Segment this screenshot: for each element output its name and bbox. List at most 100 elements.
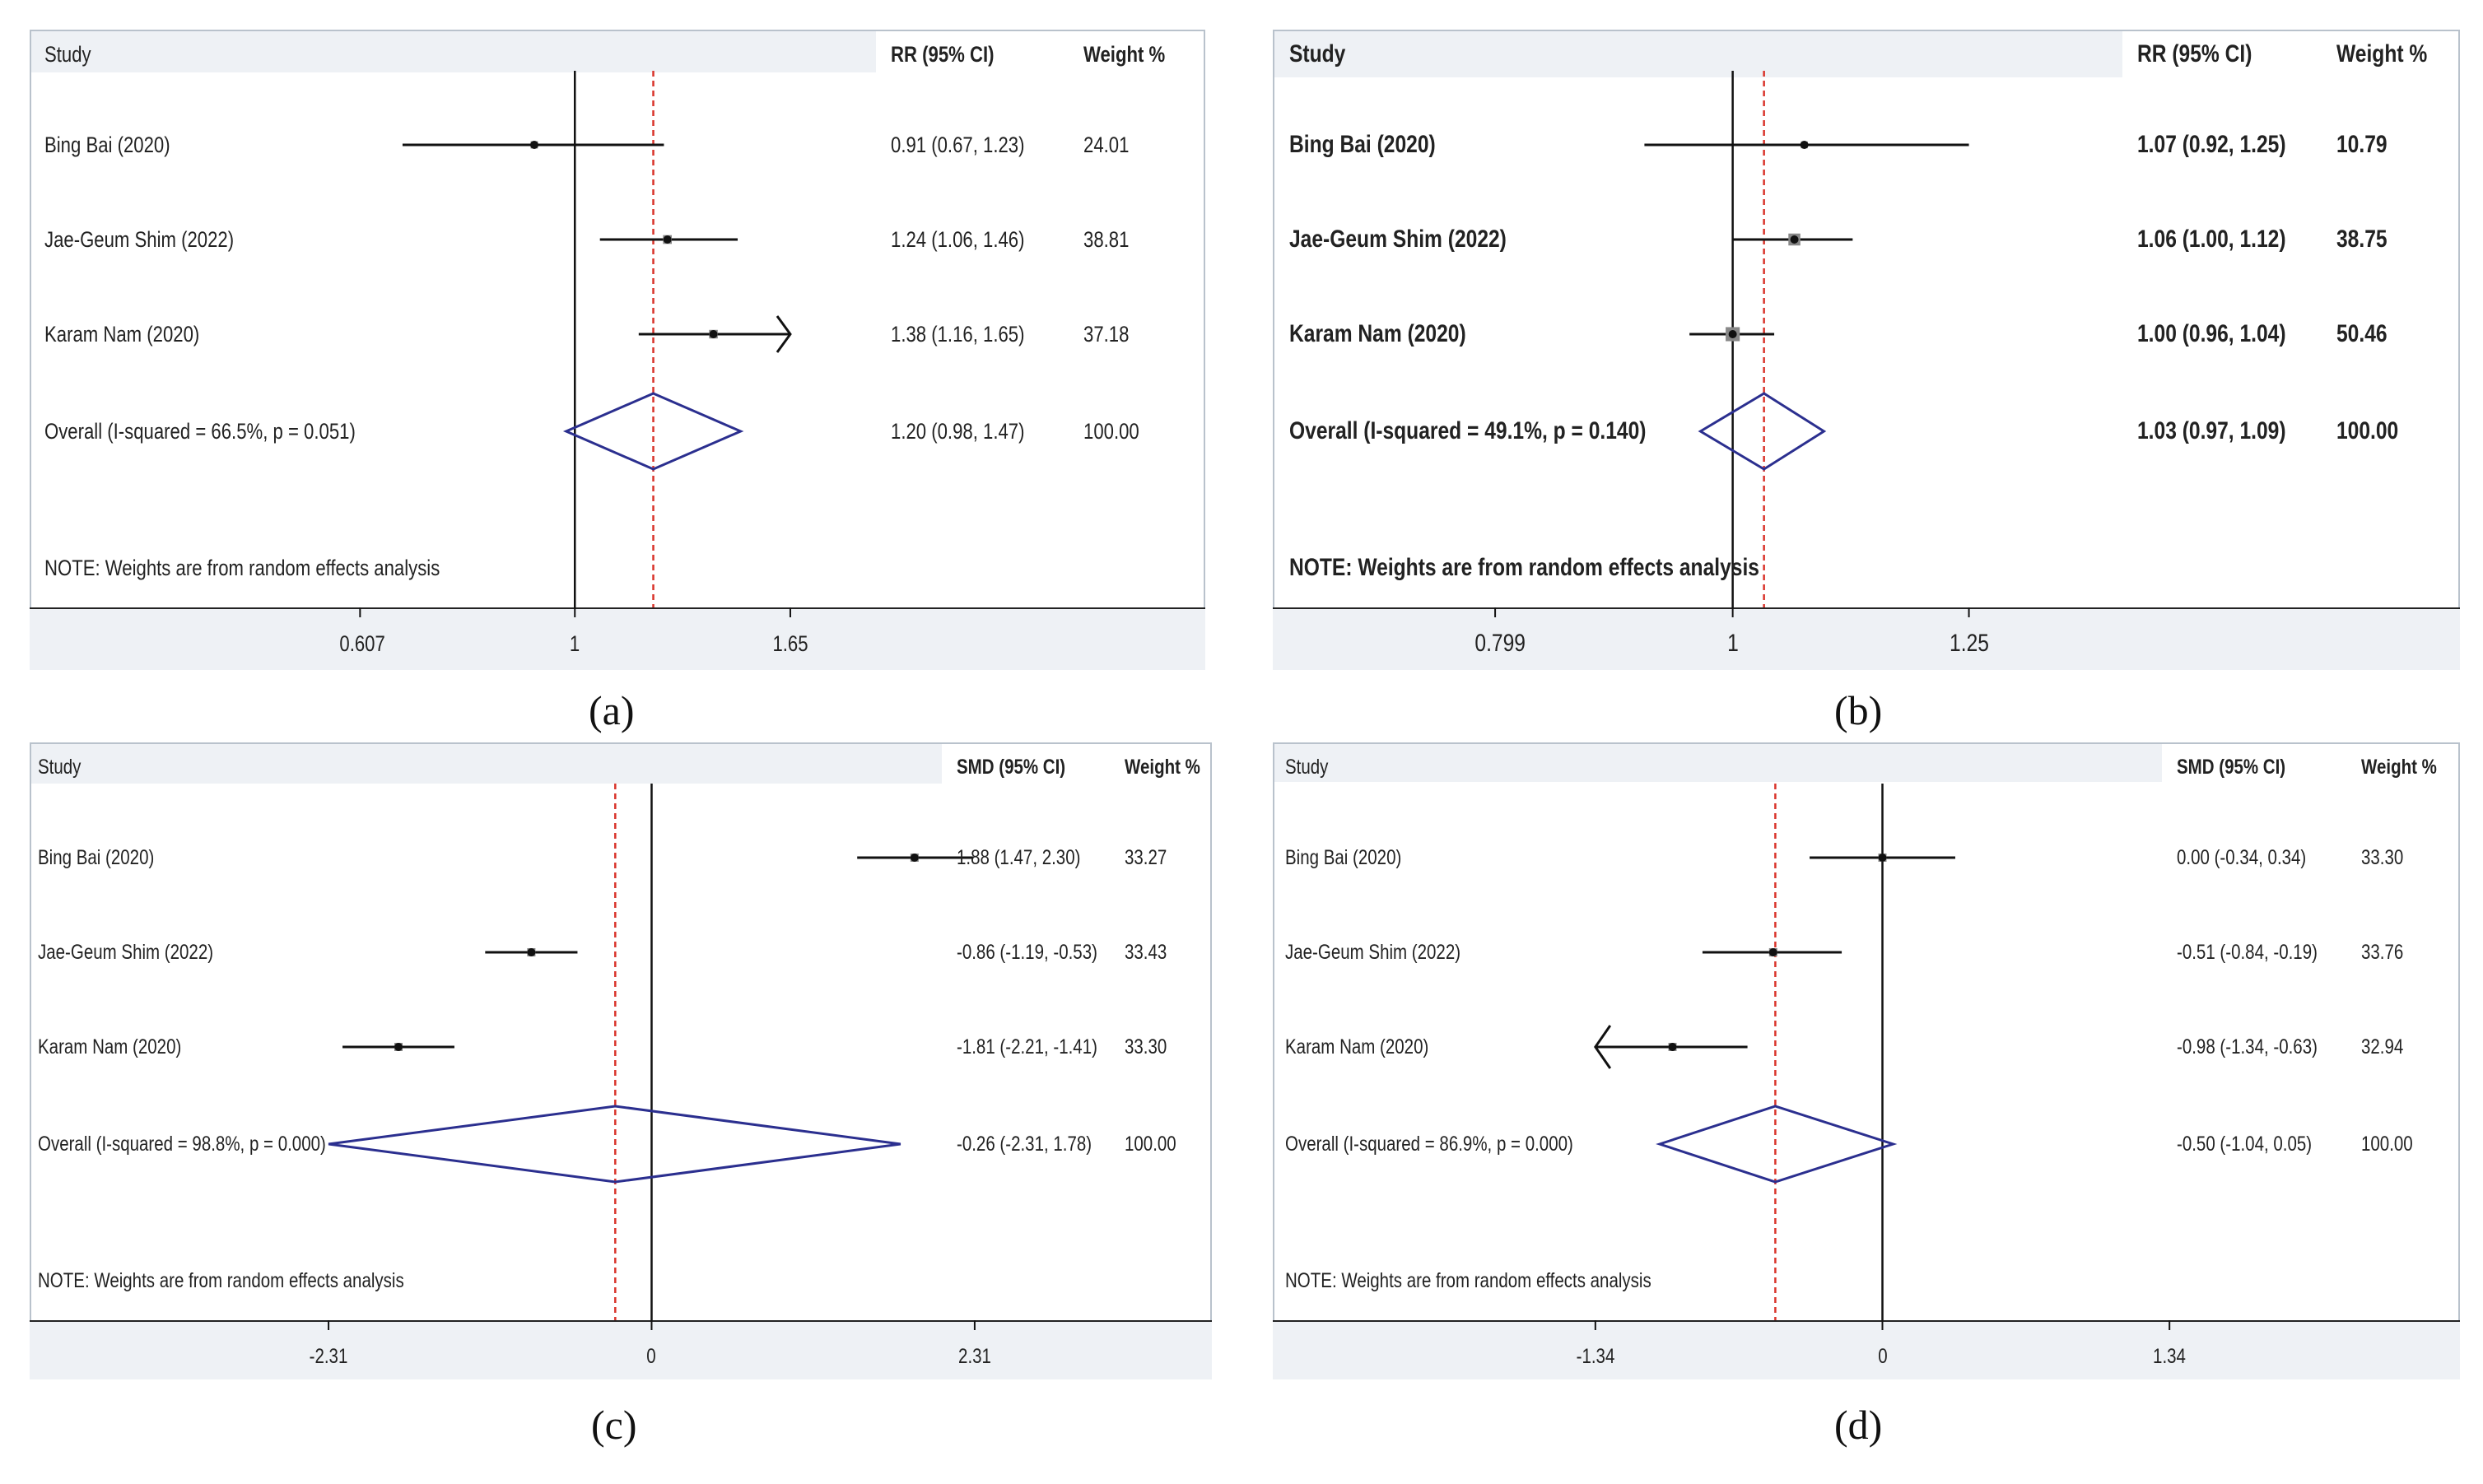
effect-header: SMD (95% CI) [957, 755, 1066, 779]
point-estimate [529, 141, 538, 149]
overall-label: Overall (I-squared = 86.9%, p = 0.000) [1285, 1132, 1573, 1156]
study-label: Karam Nam (2020) [1285, 1035, 1429, 1058]
point-estimate [1878, 854, 1887, 862]
point-estimate [1800, 141, 1809, 149]
weight-text: 50.46 [2336, 320, 2388, 347]
overall-diamond [1656, 1105, 1898, 1184]
study-header: Study [38, 755, 82, 779]
caption-d: (d) [1834, 1402, 1883, 1448]
forest-plot-d: Bing Bai (2020) 0.00 (-0.34, 0.34) 33.30 Ja… [1273, 742, 2460, 1379]
forest-plot-svg [328, 784, 976, 1330]
overall-ci-text: 1.03 (0.97, 1.09) [2137, 417, 2286, 444]
x-axis-strip [30, 1320, 1212, 1379]
overall-label: Overall (I-squared = 66.5%, p = 0.051) [44, 418, 356, 444]
effect-header: SMD (95% CI) [2177, 755, 2286, 779]
overall-weight-text: 100.00 [1125, 1132, 1176, 1156]
point-estimate [1768, 948, 1777, 956]
ci-text: 1.00 (0.96, 1.04) [2137, 320, 2286, 347]
study-label: Karam Nam (2020) [44, 321, 200, 347]
forest-plot-svg [1594, 784, 2171, 1330]
overall-weight-text: 100.00 [1083, 418, 1139, 444]
ci-text: -0.98 (-1.34, -0.63) [2177, 1035, 2318, 1058]
forest-plot-c: Bing Bai (2020) 1.88 (1.47, 2.30) 33.27 Jae… [30, 742, 1212, 1379]
header-band [31, 744, 942, 784]
point-estimate [1790, 235, 1799, 244]
study-label: Jae-Geum Shim (2022) [38, 940, 214, 964]
x-tick-label: 1.65 [772, 630, 808, 656]
panel-frame [30, 30, 1205, 668]
weight-text: 38.81 [1083, 226, 1130, 252]
panel-frame [1273, 742, 2460, 1378]
weight-text: 33.43 [1125, 940, 1167, 964]
study-label: Bing Bai (2020) [1289, 131, 1436, 158]
overall-label: Overall (I-squared = 98.8%, p = 0.000) [38, 1132, 326, 1156]
ci-text: 1.06 (1.00, 1.12) [2137, 226, 2286, 253]
overall-diamond [328, 1105, 901, 1184]
footnote: NOTE: Weights are from random effects an… [44, 555, 440, 580]
ci-text: 0.00 (-0.34, 0.34) [2177, 845, 2307, 869]
effect-header: RR (95% CI) [891, 41, 995, 67]
caption-a: (a) [589, 687, 635, 733]
overall-ci-text: -0.50 (-1.04, 0.05) [2177, 1132, 2313, 1156]
forest-plot-a: Bing Bai (2020) 0.91 (0.67, 1.23) 24.01 Jae… [30, 30, 1205, 670]
panel-frame [30, 742, 1212, 1378]
x-tick-label: 0.799 [1474, 630, 1526, 657]
ci-arrow-left [1594, 1025, 1612, 1069]
overall-weight-text: 100.00 [2361, 1132, 2413, 1156]
overall-ci-text: 1.20 (0.98, 1.47) [891, 418, 1025, 444]
weight-text: 32.94 [2361, 1035, 2404, 1058]
ci-text: 1.24 (1.06, 1.46) [891, 226, 1025, 252]
point-estimate [1728, 330, 1737, 338]
ci-text: -0.51 (-0.84, -0.19) [2177, 940, 2318, 964]
weight-text: 24.01 [1083, 132, 1130, 157]
study-label: Karam Nam (2020) [38, 1035, 182, 1058]
study-header: Study [1285, 755, 1329, 779]
overall-diamond [1698, 392, 1827, 471]
x-tick-label: 0 [1877, 1344, 1888, 1368]
overall-weight-text: 100.00 [2336, 417, 2399, 444]
x-tick-label: 1 [570, 630, 580, 656]
x-tick-label: 1.25 [1949, 630, 1989, 657]
study-label: Jae-Geum Shim (2022) [44, 226, 235, 252]
x-tick-label: -2.31 [309, 1344, 348, 1368]
ci-text: 1.88 (1.47, 2.30) [957, 845, 1081, 869]
x-tick-label: 0.607 [339, 630, 386, 656]
point-estimate [394, 1043, 403, 1051]
x-axis-strip [30, 607, 1205, 670]
ci-text: 1.38 (1.16, 1.65) [891, 321, 1025, 347]
weight-text: 10.79 [2336, 131, 2388, 158]
overall-diamond [562, 392, 744, 471]
study-label: Bing Bai (2020) [44, 132, 170, 157]
x-tick-label: 1.34 [2153, 1344, 2187, 1368]
weight-text: 33.76 [2361, 940, 2404, 964]
forest-plot-b: Bing Bai (2020) 1.07 (0.92, 1.25) 10.79 Jae… [1273, 30, 2460, 670]
point-estimate [1668, 1043, 1677, 1051]
weight-header: Weight % [1125, 755, 1200, 779]
study-label: Jae-Geum Shim (2022) [1289, 226, 1507, 253]
point-estimate [910, 854, 919, 862]
overall-label: Overall (I-squared = 49.1%, p = 0.140) [1289, 417, 1647, 444]
x-tick-label: 0 [646, 1344, 657, 1368]
forest-plot-svg [1494, 71, 1970, 617]
weight-text: 38.75 [2336, 226, 2388, 253]
ci-arrow-right [776, 315, 792, 353]
weight-text: 33.30 [2361, 845, 2404, 869]
footnote: NOTE: Weights are from random effects an… [1289, 554, 1759, 581]
header-band [31, 31, 876, 72]
footnote: NOTE: Weights are from random effects an… [38, 1268, 404, 1292]
overall-ci-text: -0.26 (-2.31, 1.78) [957, 1132, 1092, 1156]
weight-text: 33.27 [1125, 845, 1167, 869]
forest-plot-svg [359, 71, 792, 617]
point-estimate [663, 235, 672, 244]
x-tick-label: -1.34 [1576, 1344, 1615, 1368]
point-estimate [709, 330, 718, 338]
ci-text: -0.86 (-1.19, -0.53) [957, 940, 1097, 964]
weight-header: Weight % [2361, 755, 2437, 779]
study-header: Study [44, 41, 91, 67]
footnote: NOTE: Weights are from random effects an… [1285, 1268, 1651, 1292]
weight-header: Weight % [1083, 41, 1166, 67]
ci-text: -1.81 (-2.21, -1.41) [957, 1035, 1097, 1058]
study-label: Karam Nam (2020) [1289, 320, 1466, 347]
study-label: Bing Bai (2020) [1285, 845, 1402, 869]
ci-text: 1.07 (0.92, 1.25) [2137, 131, 2286, 158]
